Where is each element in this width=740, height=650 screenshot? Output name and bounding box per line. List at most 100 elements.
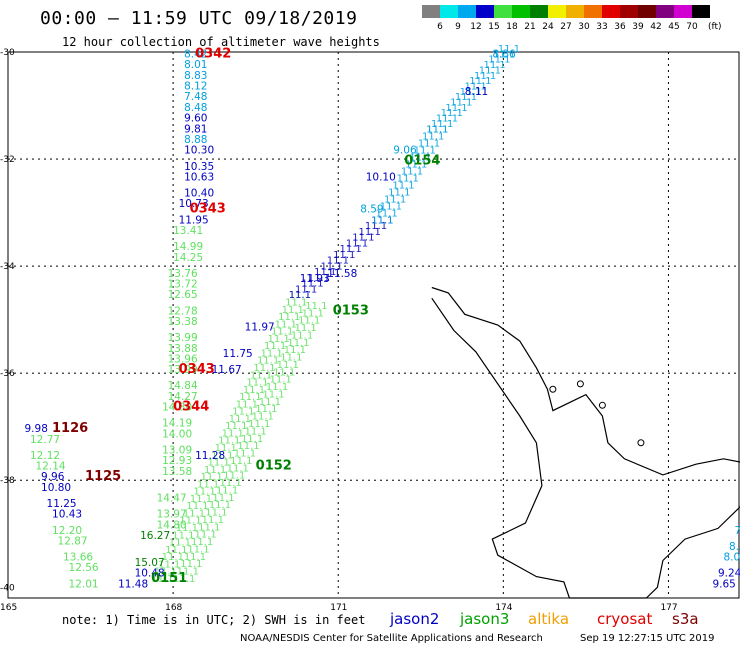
swh-value-label: 13.76 (168, 268, 198, 280)
legend-swatch (458, 5, 476, 18)
lat-tick-label: -38 (0, 476, 15, 486)
jason3-track-texture: 11.1 (405, 159, 427, 170)
jason3-track-texture: 11.1 (380, 201, 402, 212)
jason3-track-texture: 11.1 (333, 250, 355, 261)
jason3-track-texture: 11.1 (455, 92, 477, 103)
swh-value-label: 14.19 (162, 418, 192, 430)
jason3-track-texture: 11.1 (289, 290, 311, 301)
swh-value-label: 14.84 (168, 380, 198, 392)
swh-value-label: 8.11 (465, 86, 488, 98)
jason3-track-texture: 11.1 (301, 279, 323, 290)
lon-tick-label: 174 (495, 603, 512, 613)
jason3-track-texture: 11.1 (225, 421, 247, 432)
swh-value-label: 8.88 (184, 134, 207, 146)
swh-value-label: 9.06 (393, 145, 417, 157)
jason3-track-texture: 11.1 (469, 76, 491, 87)
jason3-track-texture: 11.1 (426, 124, 448, 135)
swh-value-label: 10.63 (184, 171, 214, 183)
swh-value-label: 10.48 (135, 568, 165, 580)
legend-label: 45 (668, 22, 680, 32)
jason3-track-texture: 11.1 (162, 552, 184, 563)
jason3-track-texture: 11.1 (253, 363, 275, 374)
jason3-track-texture: 11.1 (266, 382, 288, 393)
swh-value-label: 11.93 (300, 273, 330, 285)
swh-value-label: 14.80 (157, 519, 187, 531)
jason3-track-texture: 11.1 (479, 65, 501, 76)
swh-value-label: 8.12 (184, 80, 207, 92)
swh-value-label: 8.35 (729, 541, 740, 553)
track-time-label: 0343 (179, 362, 215, 377)
jason3-track-texture: 11.1 (241, 434, 263, 445)
swh-value-label: 12.77 (30, 434, 60, 446)
track-time-label: 0344 (173, 400, 209, 415)
jason3-track-texture: 11.1 (202, 515, 224, 526)
jason3-track-texture: 11.1 (426, 124, 448, 135)
swh-value-label: 7.39 (734, 525, 740, 537)
swh-value-label: 14.99 (173, 241, 203, 253)
jason3-track-texture: 11.1 (183, 508, 205, 519)
lon-tick-label: 165 (0, 603, 17, 613)
jason3-track-texture: 11.1 (248, 419, 270, 430)
jason3-track-texture: 11.1 (308, 273, 330, 284)
swh-value-label: 14.47 (157, 493, 187, 505)
jason3-track-texture: 11.1 (172, 530, 194, 541)
swh-value-label: 16.27 (140, 530, 170, 542)
jason3-track-texture: 11.1 (431, 119, 453, 130)
jason3-track-texture: 11.1 (229, 414, 251, 425)
credit-line: NOAA/NESDIS Center for Satellite Applica… (240, 633, 543, 644)
jason3-track-texture: 11.1 (418, 138, 440, 149)
jason3-track-texture: 11.1 (252, 412, 274, 423)
jason3-track-texture: 11.1 (270, 375, 292, 386)
jason3-track-texture: 11.1 (436, 114, 458, 125)
swh-value-label: 8.83 (184, 70, 207, 82)
track-time-label: 0152 (256, 459, 292, 474)
jason3-track-texture: 11.1 (294, 323, 316, 334)
swh-value-label: 11.67 (212, 364, 242, 376)
jason3-track-texture: 11.1 (409, 152, 431, 163)
lat-tick-label: -36 (0, 369, 15, 379)
page-subtitle: 12 hour collection of altimeter wave hei… (62, 35, 380, 49)
jason3-track-texture: 11.1 (384, 194, 406, 205)
legend-swatch (656, 5, 674, 18)
swh-value-label: 12.65 (168, 289, 198, 301)
jason3-track-texture: 11.1 (441, 108, 463, 119)
swh-value-label: 13.09 (162, 444, 192, 456)
legend-swatch (476, 5, 494, 18)
legend-swatch (494, 5, 512, 18)
legend-label: 70 (686, 22, 698, 32)
legend-unit: (ft) (708, 22, 722, 32)
legend-swatch (548, 5, 566, 18)
jason3-track-texture: 11.1 (291, 330, 313, 341)
jason3-track-texture: 11.1 (388, 187, 410, 198)
swh-value-label: 12.87 (58, 535, 88, 547)
jason3-track-texture: 11.1 (262, 389, 284, 400)
track-time-label: 0342 (195, 46, 231, 61)
jason3-track-texture: 11.1 (230, 456, 252, 467)
swh-value-label: 12.78 (168, 305, 198, 317)
jason3-track-texture: 11.1 (243, 385, 265, 396)
swh-value-label: 13.97 (157, 509, 187, 521)
jason3-track-texture: 11.1 (392, 180, 414, 191)
satellite-label-jason3: jason3 (460, 610, 510, 628)
legend-label: 18 (506, 22, 518, 32)
jason3-track-texture: 11.1 (212, 493, 234, 504)
jason3-track-texture: 11.1 (278, 312, 300, 323)
jason3-track-texture: 11.1 (222, 428, 244, 439)
jason3-track-texture: 11.1 (277, 360, 299, 371)
jason3-track-texture: 11.1 (255, 404, 277, 415)
jason3-track-texture: 11.1 (285, 298, 307, 309)
swh-value-label: 13.66 (63, 552, 93, 564)
jason3-track-texture: 11.1 (204, 465, 226, 476)
jason3-track-texture: 11.1 (460, 87, 482, 98)
swh-value-label: 9.81 (184, 123, 207, 135)
swh-value-label: 10.43 (52, 509, 82, 521)
lat-tick-label: -34 (0, 262, 15, 272)
lon-tick-label: 168 (165, 603, 182, 613)
legend-label: 9 (455, 22, 461, 32)
jason3-track-texture: 11.1 (177, 567, 199, 578)
jason3-track-texture: 11.1 (352, 233, 374, 244)
jason3-track-texture: 11.1 (414, 145, 436, 156)
swh-value-label: 8.86 (492, 48, 516, 60)
swh-value-label: 13.96 (168, 353, 198, 365)
swh-value-label: 10.40 (184, 188, 214, 200)
